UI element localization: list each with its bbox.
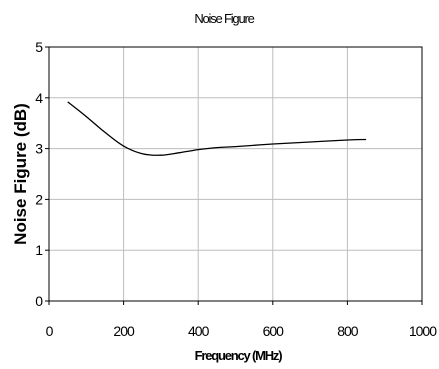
x-tick-label: 600 [263, 323, 285, 339]
grid [49, 47, 422, 301]
y-axis-ticks: 0 1 2 3 4 5 [35, 39, 49, 309]
noise-figure-line [67, 101, 367, 156]
y-tick-label: 3 [35, 141, 43, 157]
plot-frame [48, 46, 423, 302]
x-tick-label: 200 [113, 323, 135, 339]
x-axis-ticks: 0 200 400 600 800 1000 [46, 301, 438, 339]
x-axis-label: Frequency (MHz) [195, 348, 283, 363]
x-tick-label: 400 [188, 323, 210, 339]
x-tick-label: 1000 [409, 323, 437, 339]
y-tick-label: 5 [35, 39, 43, 55]
chart-title: Noise Figure [194, 11, 254, 26]
y-tick-label: 0 [35, 293, 43, 309]
y-tick-label: 1 [35, 242, 43, 258]
x-tick-label: 800 [337, 323, 359, 339]
y-axis-label: Noise Figure (dB) [11, 103, 30, 245]
y-tick-label: 2 [35, 191, 43, 207]
x-tick-label: 0 [46, 323, 54, 339]
y-tick-label: 4 [35, 90, 43, 106]
